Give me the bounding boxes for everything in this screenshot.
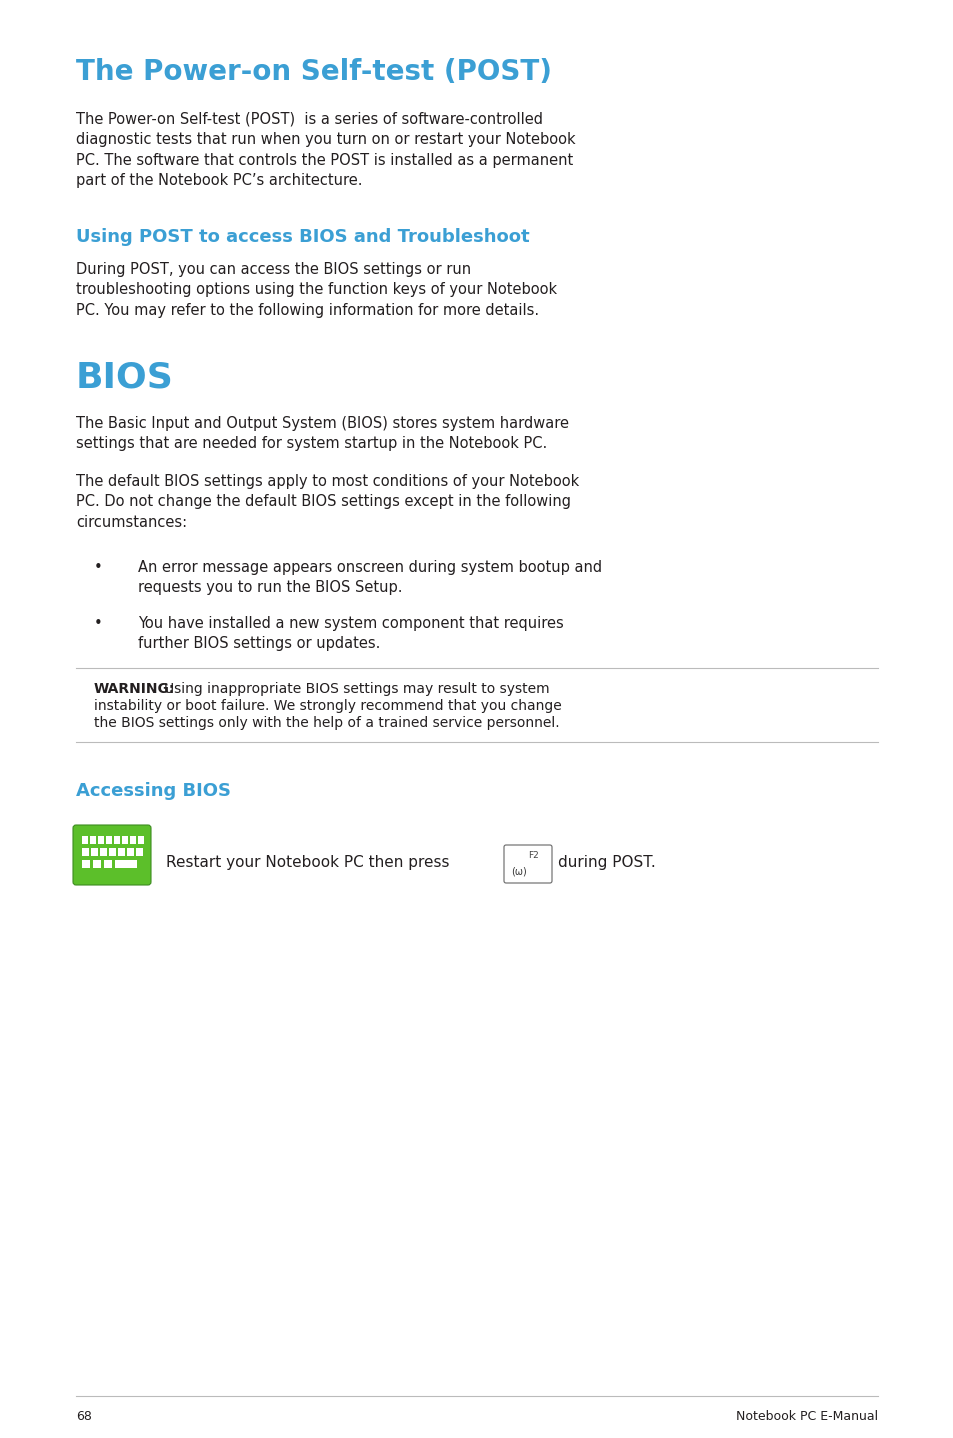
- Bar: [82, 860, 90, 869]
- Text: •: •: [94, 615, 103, 631]
- Bar: [115, 860, 137, 869]
- Text: •: •: [94, 559, 103, 575]
- Text: WARNING:: WARNING:: [94, 682, 175, 696]
- Bar: [82, 835, 88, 844]
- Text: Restart your Notebook PC then press: Restart your Notebook PC then press: [166, 856, 449, 870]
- Bar: [113, 835, 120, 844]
- Text: F2: F2: [527, 851, 538, 860]
- Bar: [90, 835, 96, 844]
- Bar: [82, 848, 89, 856]
- Bar: [91, 848, 98, 856]
- Text: Notebook PC E-Manual: Notebook PC E-Manual: [735, 1411, 877, 1424]
- Bar: [109, 848, 116, 856]
- Bar: [138, 835, 144, 844]
- FancyBboxPatch shape: [73, 825, 151, 884]
- Bar: [127, 848, 133, 856]
- Text: You have installed a new system component that requires
further BIOS settings or: You have installed a new system componen…: [138, 615, 563, 651]
- Text: During POST, you can access the BIOS settings or run
troubleshooting options usi: During POST, you can access the BIOS set…: [76, 262, 557, 318]
- Text: The Power-on Self-test (POST)  is a series of software-controlled
diagnostic tes: The Power-on Self-test (POST) is a serie…: [76, 112, 575, 188]
- Bar: [118, 848, 125, 856]
- Text: An error message appears onscreen during system bootup and
requests you to run t: An error message appears onscreen during…: [138, 559, 601, 595]
- Text: The Power-on Self-test (POST): The Power-on Self-test (POST): [76, 58, 552, 86]
- Bar: [130, 835, 136, 844]
- Text: 68: 68: [76, 1411, 91, 1424]
- Text: during POST.: during POST.: [558, 856, 655, 870]
- Text: BIOS: BIOS: [76, 360, 173, 394]
- Text: instability or boot failure. We strongly recommend that you change: instability or boot failure. We strongly…: [94, 699, 561, 713]
- Text: Using POST to access BIOS and Troubleshoot: Using POST to access BIOS and Troublesho…: [76, 229, 529, 246]
- Text: The default BIOS settings apply to most conditions of your Notebook
PC. Do not c: The default BIOS settings apply to most …: [76, 475, 578, 529]
- Text: the BIOS settings only with the help of a trained service personnel.: the BIOS settings only with the help of …: [94, 716, 559, 731]
- Bar: [104, 860, 112, 869]
- FancyBboxPatch shape: [503, 846, 552, 883]
- Bar: [98, 835, 104, 844]
- Bar: [100, 848, 107, 856]
- Text: The Basic Input and Output System (BIOS) stores system hardware
settings that ar: The Basic Input and Output System (BIOS)…: [76, 416, 568, 452]
- Bar: [92, 860, 101, 869]
- Text: Accessing BIOS: Accessing BIOS: [76, 782, 231, 800]
- Text: (ω): (ω): [511, 867, 526, 877]
- Bar: [122, 835, 128, 844]
- Text: Using inappropriate BIOS settings may result to system: Using inappropriate BIOS settings may re…: [164, 682, 549, 696]
- Bar: [106, 835, 112, 844]
- Bar: [136, 848, 143, 856]
